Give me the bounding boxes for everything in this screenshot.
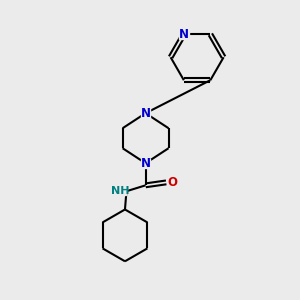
Bar bbox=[141, 158, 150, 168]
Text: O: O bbox=[167, 176, 177, 189]
Text: N: N bbox=[179, 28, 189, 41]
Bar bbox=[141, 109, 150, 118]
Bar bbox=[114, 186, 126, 195]
Text: N: N bbox=[141, 107, 151, 120]
Bar bbox=[179, 30, 189, 39]
Text: NH: NH bbox=[111, 186, 129, 196]
Text: N: N bbox=[141, 157, 151, 170]
Bar bbox=[168, 178, 176, 187]
